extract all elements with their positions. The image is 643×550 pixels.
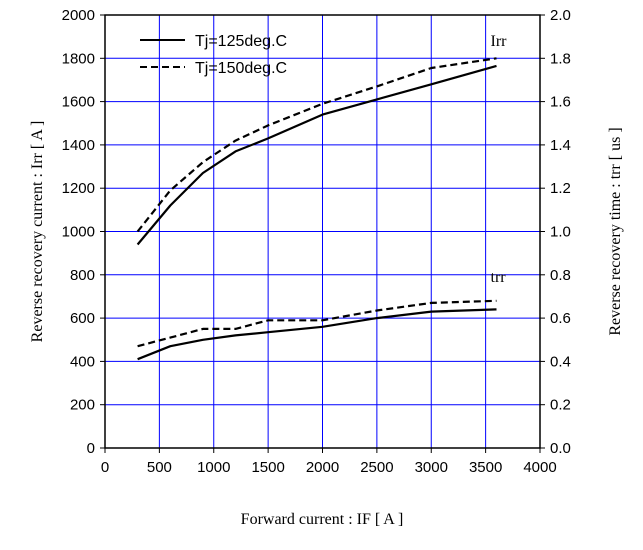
y-right-tick-label: 1.6 <box>550 94 571 111</box>
x-tick-label: 3500 <box>469 459 502 476</box>
y-axis-left-title: Reverse recovery current : Irr [ A ] <box>29 121 46 343</box>
series-lines <box>136 57 497 361</box>
series-line-irr-solid <box>136 64 497 246</box>
y-left-tick-label: 2000 <box>62 7 95 24</box>
series-line-trr-solid <box>137 308 497 361</box>
y-right-tick-label: 0.8 <box>550 267 571 284</box>
y-right-tick-label: 1.2 <box>550 180 571 197</box>
series-line-trr-dashed <box>137 299 497 348</box>
legend-label: Tj=150deg.C <box>195 60 287 77</box>
y-right-tick-label: 0.6 <box>550 310 571 327</box>
grid <box>104 14 541 449</box>
x-tick-label: 3000 <box>415 459 448 476</box>
annotation-trr: trr <box>491 269 507 286</box>
x-tick-label: 500 <box>147 459 172 476</box>
y-right-tick-label: 0.2 <box>550 397 571 414</box>
y-right-tick-label: 2.0 <box>550 7 571 24</box>
y-axis-right-title: Reverse recovery time : trr [ us ] <box>607 127 624 335</box>
y-left-tick-label: 1000 <box>62 224 95 241</box>
x-axis-title: Forward current : IF [ A ] <box>241 511 404 528</box>
y-left-tick-label: 1800 <box>62 50 95 67</box>
y-right-tick-label: 0.0 <box>550 440 571 457</box>
x-tick-label: 2500 <box>360 459 393 476</box>
x-tick-label: 4000 <box>523 459 556 476</box>
y-left-tick-label: 400 <box>70 353 95 370</box>
y-right-tick-label: 1.0 <box>550 224 571 241</box>
x-tick-label: 1500 <box>251 459 284 476</box>
y-left-tick-label: 1600 <box>62 94 95 111</box>
annotation-irr: Irr <box>491 33 508 50</box>
y-left-tick-label: 0 <box>87 440 95 457</box>
x-tick-label: 0 <box>101 459 109 476</box>
x-tick-label: 1000 <box>197 459 230 476</box>
y-right-tick-label: 1.8 <box>550 50 571 67</box>
y-left-tick-label: 1200 <box>62 180 95 197</box>
legend: Tj=125deg.C Tj=150deg.C <box>140 33 287 77</box>
y-right-tick-label: 1.4 <box>550 137 571 154</box>
legend-label: Tj=125deg.C <box>195 33 287 50</box>
x-tick-label: 2000 <box>306 459 339 476</box>
y-right-tick-label: 0.4 <box>550 353 571 370</box>
y-left-tick-label: 1400 <box>62 137 95 154</box>
series-line-irr-dashed <box>136 57 497 233</box>
y-left-tick-label: 800 <box>70 267 95 284</box>
y-left-tick-label: 200 <box>70 397 95 414</box>
tick-labels: 0 500 1000 1500 2000 2500 3000 3500 4000 0 200 400 6… <box>62 7 571 476</box>
y-left-tick-label: 600 <box>70 310 95 327</box>
